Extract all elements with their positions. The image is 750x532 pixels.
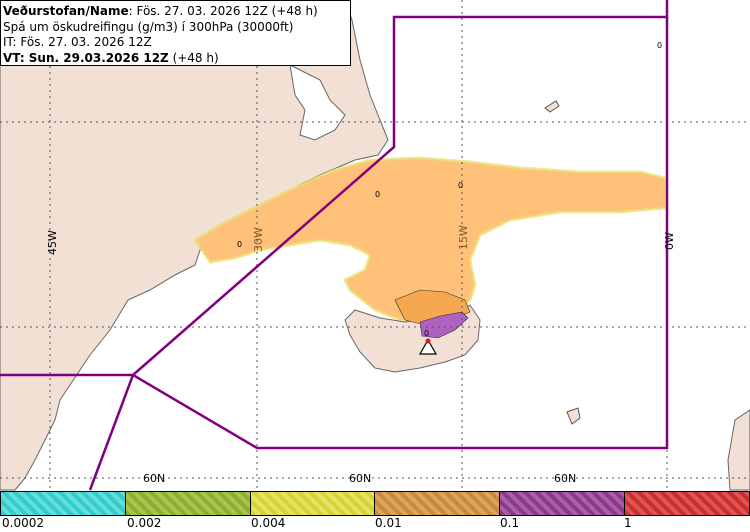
lat-label-60n: 60N [349, 472, 371, 485]
legend-tick: 1 [624, 516, 632, 530]
legend-swatch [124, 491, 250, 516]
norway-coast [727, 409, 750, 491]
legend-swatch [249, 491, 375, 516]
lon-label-45w: 45W [46, 230, 59, 255]
volcano-source-dot [425, 338, 431, 344]
legend-colorbar [0, 491, 750, 516]
header-line-3: IT: Fös. 27. 03. 2026 12Z [3, 35, 152, 49]
lat-label-60n: 60N [143, 472, 165, 485]
header-line-2: Spá um öskudreifingu (g/m3) í 300hPa (30… [3, 19, 294, 34]
legend-tick: 0.002 [127, 516, 162, 530]
valid-time: VT: Sun. 29.03.2026 12Z [3, 50, 169, 65]
header-line-4: VT: Sun. 29.03.2026 12Z (+48 h) [3, 51, 347, 67]
legend-tick: 0.004 [251, 516, 286, 530]
zero-marker: 0 [424, 329, 429, 338]
header-line-1: Veðurstofan/Name: Fös. 27. 03. 2026 12Z … [3, 4, 347, 20]
fir-boundary [0, 0, 669, 491]
lat-label-60n: 60N [554, 472, 576, 485]
small-island [544, 100, 560, 113]
zero-marker: 0 [657, 41, 662, 50]
ash-plume-low [192, 156, 667, 322]
lon-label-30w: 30W [252, 227, 265, 252]
legend-tick: 0.01 [375, 516, 402, 530]
lon-label-0w: 0W [663, 232, 676, 250]
greenland-fjord [289, 64, 346, 141]
concentration-legend: 0.0002 0.002 0.004 0.01 0.1 1 [0, 491, 750, 532]
valid-time-offset: (+48 h) [168, 50, 219, 65]
lon-label-15w: 15W [457, 225, 470, 250]
legend-swatch [0, 491, 125, 516]
issuer-label: Veðurstofan/Name [3, 4, 129, 18]
zero-marker: 0 [237, 240, 242, 249]
legend-swatch [374, 491, 500, 516]
volcano-marker-icon [418, 338, 438, 355]
legend-tick: 0.1 [500, 516, 520, 530]
zero-marker: 0 [375, 190, 380, 199]
legend-tick: 0.0002 [2, 516, 44, 530]
legend-swatch [499, 491, 625, 516]
legend-swatch [624, 491, 750, 516]
zero-marker: 0 [458, 181, 463, 190]
issuer-value: : Fös. 27. 03. 2026 12Z (+48 h) [128, 4, 318, 18]
small-island [566, 407, 581, 425]
forecast-info-box: Veðurstofan/Name: Fös. 27. 03. 2026 12Z … [0, 0, 351, 66]
